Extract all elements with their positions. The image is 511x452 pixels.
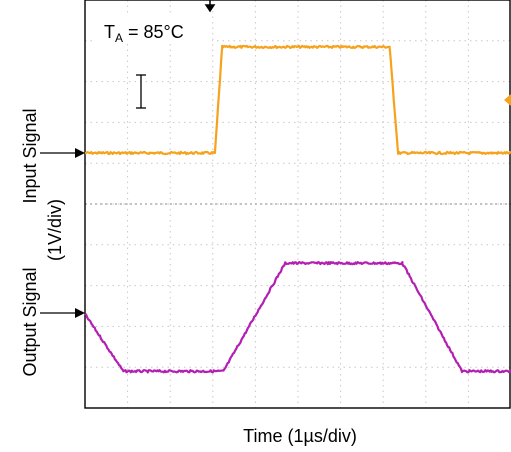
annotation-subscript: A <box>115 31 123 45</box>
grid <box>85 0 511 408</box>
input-signal-arrow <box>40 148 85 158</box>
trigger-marker-icon <box>204 0 216 13</box>
x-axis-label: Time (1µs/div) <box>243 426 357 446</box>
output-signal-arrow <box>40 308 85 318</box>
cursor-i-beam-icon <box>136 74 146 109</box>
plot-frame <box>84 0 511 409</box>
input-signal-trace <box>84 44 511 156</box>
annotation-suffix: = 85°C <box>123 22 184 42</box>
traces <box>84 44 511 374</box>
output-signal-trace <box>84 261 511 374</box>
annotation-prefix: T <box>104 22 115 42</box>
temperature-annotation: TA = 85°C <box>104 22 184 45</box>
y-label-input-signal: Input Signal <box>20 108 40 203</box>
y-label-output-signal: Output Signal <box>20 267 40 376</box>
annotation-background <box>96 14 212 44</box>
trigger-level-marker-icon <box>504 94 511 106</box>
y-label-units: (1V/div) <box>45 199 65 261</box>
